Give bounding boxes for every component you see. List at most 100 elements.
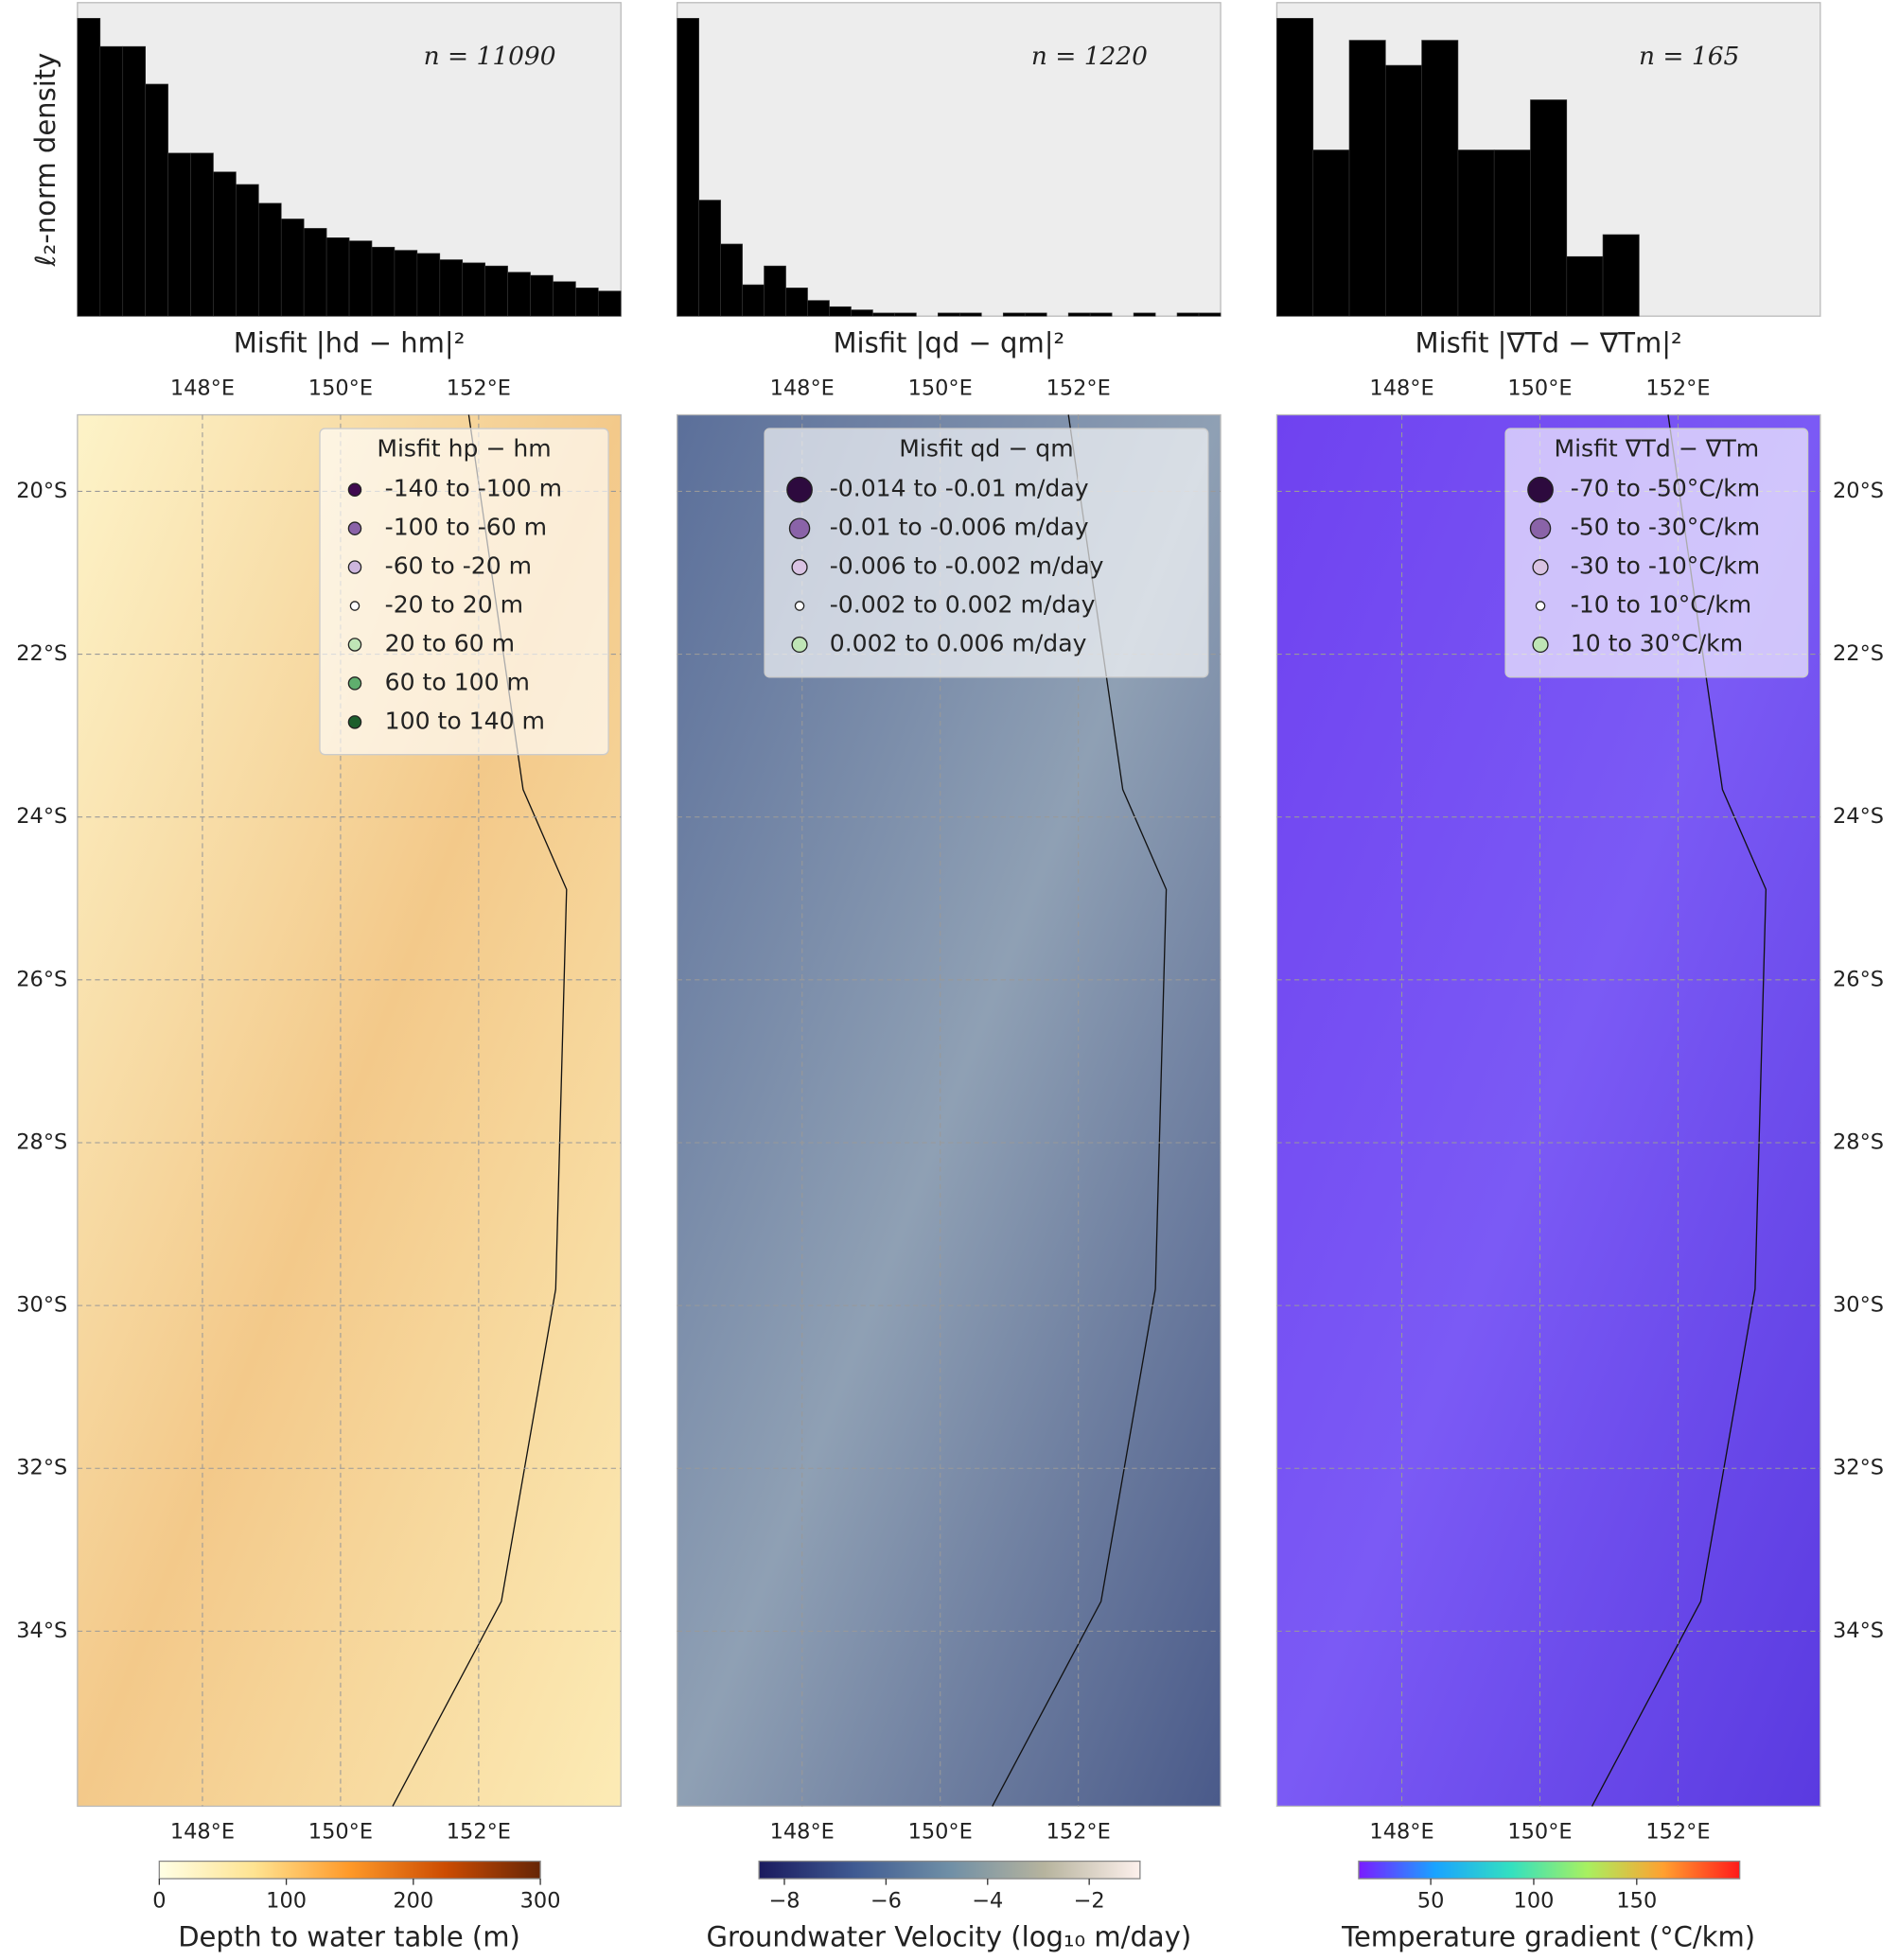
bar <box>1002 312 1026 317</box>
y-tick-label: 24°S <box>16 804 67 829</box>
bar <box>597 290 622 317</box>
y-tick-label: 26°S <box>16 967 67 991</box>
colorbar-tick-label: 100 <box>266 1888 307 1913</box>
y-tick-label: 34°S <box>16 1619 67 1643</box>
x-tick-label: 152°E <box>1046 1820 1111 1845</box>
legend-marker <box>1532 559 1549 576</box>
legend-title: Misfit ∇Td − ∇Tm <box>1554 434 1759 462</box>
y-tick-label: 28°S <box>16 1129 67 1154</box>
legend-marker <box>347 560 362 574</box>
legend-label: 20 to 60 m <box>385 629 515 656</box>
bar <box>1024 312 1047 317</box>
colorbar-tick-label: −4 <box>972 1888 1003 1913</box>
annotation: n = 1220 <box>1031 42 1148 71</box>
legend-box <box>1504 428 1809 678</box>
legend-label: -0.002 to 0.002 m/day <box>830 591 1096 619</box>
legend-marker <box>347 482 362 498</box>
x-tick-label: 150°E <box>308 376 373 400</box>
bar <box>894 312 917 317</box>
bar <box>1312 149 1350 317</box>
x-tick-label: 152°E <box>1046 376 1111 400</box>
y-tick-label: 28°S <box>1833 1129 1884 1154</box>
legend-marker <box>791 559 808 576</box>
legend-marker <box>1535 601 1546 611</box>
annotation: n = 11090 <box>424 42 556 71</box>
bar <box>872 312 895 317</box>
colorbar-tick-label: 300 <box>520 1888 561 1913</box>
bar <box>575 288 599 317</box>
colorbar-tick-label: 100 <box>1514 1888 1555 1913</box>
legend-box <box>764 428 1209 678</box>
legend-marker <box>1529 517 1552 539</box>
bar <box>507 271 531 317</box>
y-tick-label: 32°S <box>1833 1456 1884 1480</box>
legend-marker <box>794 601 805 611</box>
y-tick-label: 30°S <box>1833 1293 1884 1318</box>
colorbar-tick-label: −2 <box>1074 1888 1105 1913</box>
bar <box>213 171 237 317</box>
bar <box>77 18 101 317</box>
bar <box>416 253 441 317</box>
legend-label: 0.002 to 0.006 m/day <box>830 629 1087 656</box>
bar <box>1493 149 1531 317</box>
x-tick-label: 148°E <box>770 376 835 400</box>
x-tick-label: 150°E <box>908 376 973 400</box>
bar <box>484 265 508 317</box>
x-axis-label: Misfit |∇Td − ∇Tm|² <box>1415 327 1682 359</box>
colorbar-tick-label: −6 <box>870 1888 902 1913</box>
colorbar-tick-label: 200 <box>393 1888 433 1913</box>
x-tick-label: 152°E <box>1645 1820 1710 1845</box>
y-tick-label: 26°S <box>1833 967 1884 991</box>
x-axis-label: Misfit |hd − hm|² <box>234 327 466 359</box>
legend-label: -100 to -60 m <box>385 514 547 541</box>
legend-marker <box>786 476 813 503</box>
y-axis-label: ℓ₂-norm density <box>29 53 62 268</box>
y-tick-label: 32°S <box>16 1456 67 1480</box>
legend-marker <box>347 715 362 729</box>
x-tick-label: 150°E <box>908 1820 973 1845</box>
bar <box>371 246 396 317</box>
bar <box>1176 312 1200 317</box>
bar <box>742 284 765 317</box>
annotation: n = 165 <box>1639 42 1739 71</box>
bar <box>677 18 699 317</box>
colorbar-label: Depth to water table (m) <box>178 1920 520 1952</box>
bar <box>303 228 327 317</box>
legend-label: 60 to 100 m <box>385 668 530 695</box>
legend-label: 10 to 30°C/km <box>1571 629 1743 656</box>
bar <box>439 259 464 317</box>
bar <box>785 288 808 317</box>
legend-box <box>319 428 609 756</box>
bar <box>807 300 830 317</box>
bar <box>122 45 146 317</box>
x-tick-label: 152°E <box>447 1820 511 1845</box>
y-tick-label: 30°S <box>16 1293 67 1318</box>
x-tick-label: 152°E <box>447 376 511 400</box>
bar <box>1133 312 1156 317</box>
legend-label: 100 to 140 m <box>385 707 545 734</box>
bar <box>1348 40 1386 317</box>
x-tick-label: 148°E <box>170 376 235 400</box>
colorbar-tick-label: 0 <box>152 1888 166 1913</box>
bar <box>236 184 259 317</box>
bar <box>348 240 373 317</box>
colorbar-label: Groundwater Velocity (log₁₀ m/day) <box>706 1920 1191 1952</box>
x-tick-label: 150°E <box>1507 376 1572 400</box>
legend-marker <box>788 517 811 539</box>
bar <box>1602 234 1640 317</box>
legend-label: -50 to -30°C/km <box>1571 514 1761 541</box>
legend-label: -140 to -100 m <box>385 475 562 502</box>
x-axis-label: Misfit |qd − qm|² <box>833 327 1064 359</box>
legend-label: -70 to -50°C/km <box>1571 475 1761 502</box>
bar <box>325 237 350 317</box>
y-tick-label: 22°S <box>1833 641 1884 666</box>
legend-marker <box>349 601 360 611</box>
legend-marker <box>1527 476 1554 503</box>
legend-label: -0.01 to -0.006 m/day <box>830 514 1089 541</box>
bar <box>698 200 721 317</box>
colorbar-tick-label: −8 <box>768 1888 800 1913</box>
bar <box>720 243 743 317</box>
legend-marker <box>347 521 362 535</box>
bar <box>829 306 852 317</box>
